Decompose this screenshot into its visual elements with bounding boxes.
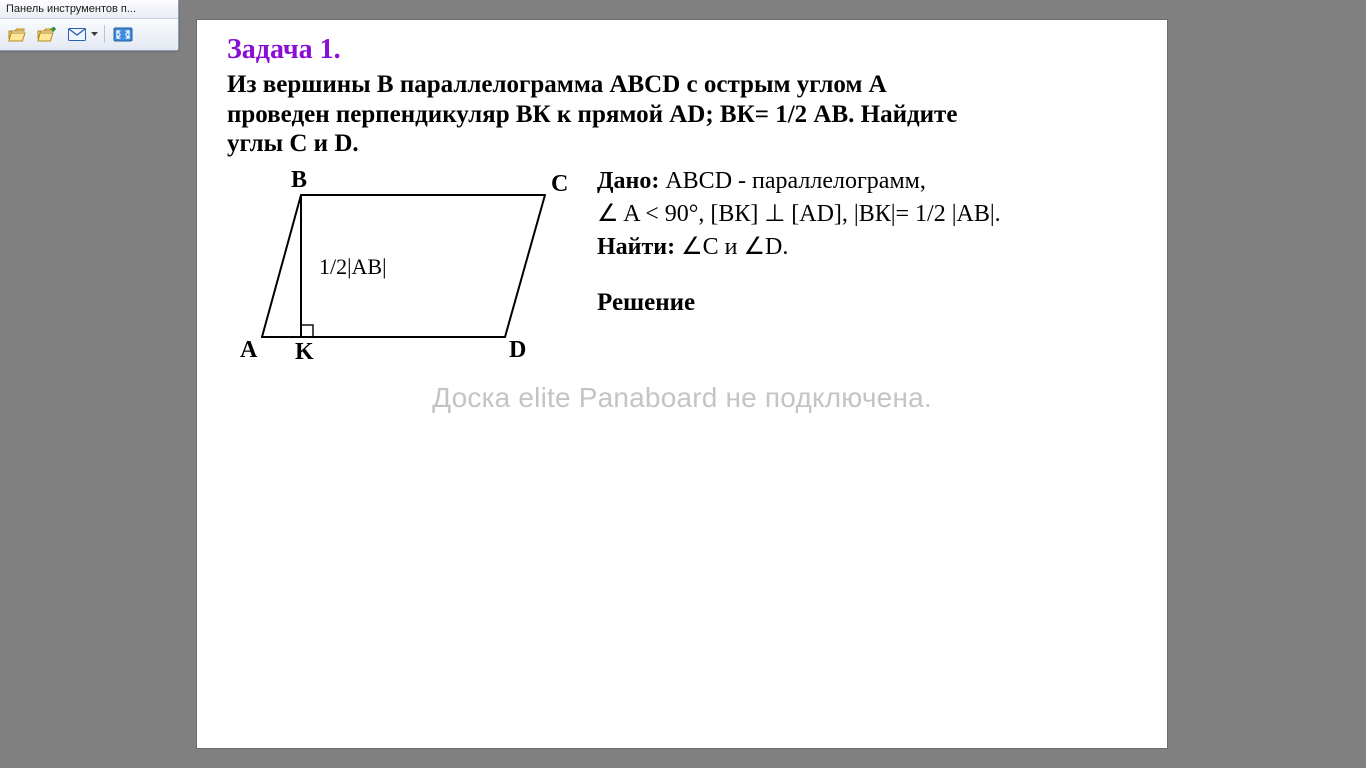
given-label: Дано: [597,168,659,194]
toolbar-title: Панель инструментов п... [0,0,178,19]
toolbar-separator [104,25,105,43]
svg-text:1/2|AB|: 1/2|AB| [319,254,386,279]
open-button[interactable] [4,22,30,46]
svg-text:A: A [240,337,258,363]
svg-text:B: B [291,167,307,193]
task-title: Задача 1. [227,34,1145,66]
solution-heading: Решение [597,286,1001,321]
find-text: ∠C и ∠D. [681,234,788,260]
mail-dropdown[interactable] [64,22,99,46]
find-label: Найти: [597,234,675,260]
given-text1: ABCD - параллелограмм, [665,168,925,194]
given-line1: Дано: ABCD - параллелограмм, [597,165,1001,198]
svg-text:K: K [295,339,314,365]
toolbar-row [0,19,178,50]
problem-statement: Из вершины В параллелограмма АВСD с остр… [227,70,987,159]
find-line: Найти: ∠C и ∠D. [597,231,1001,264]
tools-toolbar: Панель инструментов п... [0,0,179,51]
given-line2: ∠ A < 90°, [ВК] ⊥ [AD], |ВК|= 1/2 |АВ|. [597,198,1001,231]
chevron-down-icon [91,32,98,36]
given-block: Дано: ABCD - параллелограмм, ∠ A < 90°, … [597,165,1001,321]
open-folder-icon [8,27,26,42]
watermark-text: Доска elite Panaboard не подключена. [197,382,1167,414]
document-canvas: Задача 1. Из вершины В параллелограмма А… [196,19,1168,749]
svg-text:D: D [509,337,526,363]
mail-dropdown-caret[interactable] [90,23,99,45]
parallelogram-diagram: B C A D K 1/2|AB| [227,165,587,375]
open-folder-arrow-icon [37,27,57,42]
expand-screen-icon [113,27,133,42]
mail-button[interactable] [64,22,90,46]
content-columns: B C A D K 1/2|AB| Дано: ABCD - параллелограмм… [227,165,1145,375]
open-arrow-button[interactable] [34,22,60,46]
document-inner: Задача 1. Из вершины В параллелограмма А… [197,20,1167,748]
expand-button[interactable] [110,22,136,46]
mail-icon [68,28,86,41]
figure: B C A D K 1/2|AB| [227,165,597,375]
svg-text:C: C [551,171,568,197]
